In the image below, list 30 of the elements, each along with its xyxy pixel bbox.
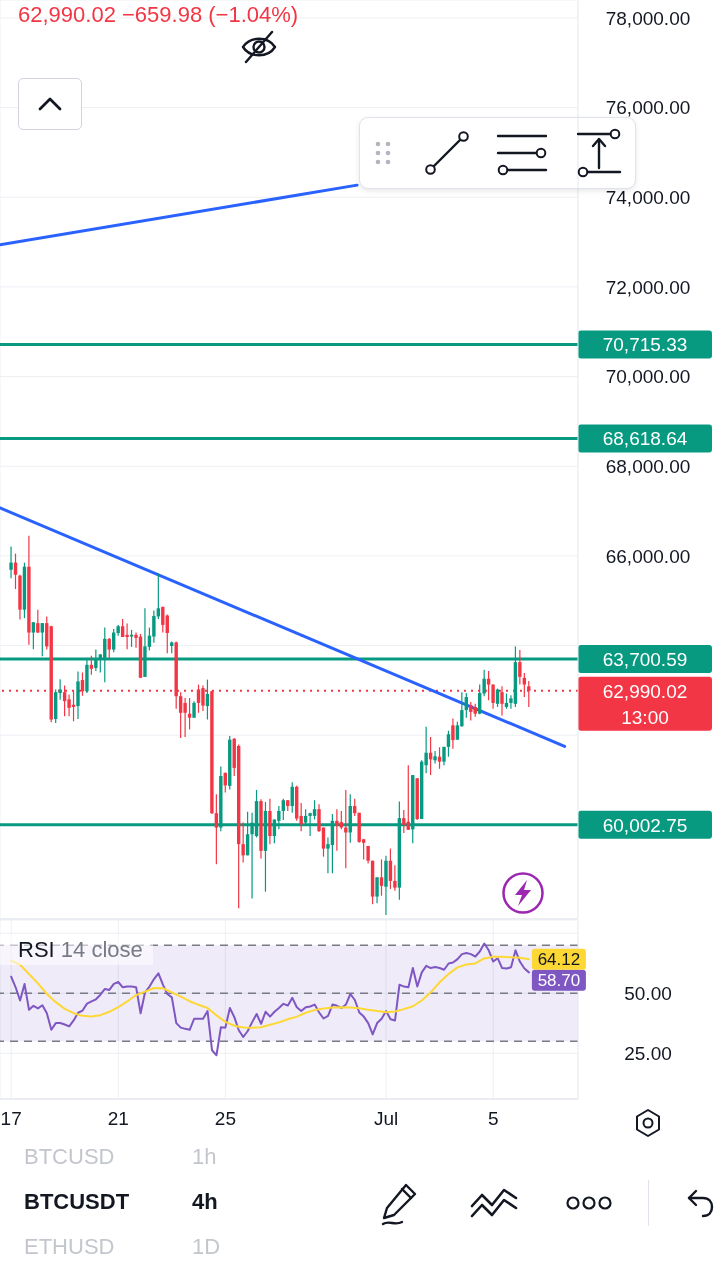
y-tick-label: 74,000.00	[605, 187, 691, 209]
data-label: 58.70	[537, 971, 581, 991]
y-tick-label: 72,000.00	[605, 276, 691, 298]
ref-line-label: 63,700.59	[602, 648, 688, 670]
y-tick-label: 50.00	[624, 983, 672, 1005]
ref-line-label: 68,618.64	[602, 428, 688, 450]
text: 13:00	[621, 706, 669, 728]
y-tick-label: 66,000.00	[605, 545, 691, 567]
y-tick-label: 25.00	[624, 1043, 672, 1065]
text: 1h	[192, 1144, 217, 1170]
text: 1D	[192, 1234, 221, 1260]
text: BTCUSDT	[24, 1189, 130, 1215]
text: 4h	[192, 1189, 218, 1215]
text: ETHUSD	[24, 1234, 115, 1260]
x-tick-label: 17	[0, 1108, 22, 1130]
x-tick-label: 25	[214, 1108, 236, 1130]
y-tick-label: 70,000.00	[605, 366, 691, 388]
data-label: 64.12	[537, 950, 581, 970]
x-tick-label: 21	[107, 1108, 129, 1130]
ref-line-label: 70,715.33	[602, 334, 688, 356]
y-tick-label: 68,000.00	[605, 456, 691, 478]
text: RSI 14 close	[18, 937, 143, 962]
ref-line-label: 60,002.75	[602, 814, 688, 836]
y-tick-label: 78,000.00	[605, 7, 691, 29]
text: BTCUSD	[24, 1144, 115, 1170]
annotation: 62,990.02 −659.98 (−1.04%)	[18, 2, 299, 28]
x-tick-label: Jul	[373, 1108, 399, 1130]
y-tick-label: 76,000.00	[605, 97, 691, 119]
x-tick-label: 5	[487, 1108, 499, 1130]
ref-line-label: 62,990.02	[602, 680, 688, 702]
